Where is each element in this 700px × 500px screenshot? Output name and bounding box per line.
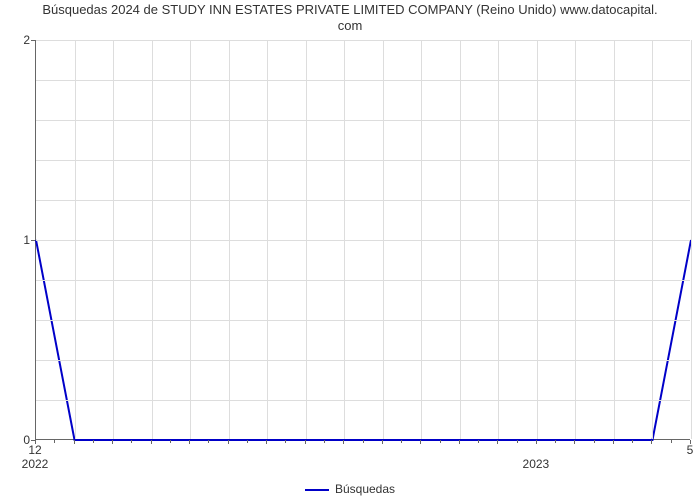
xtick-mark — [343, 440, 344, 444]
xtick-mark — [151, 440, 152, 444]
xtick-mark-minor — [517, 440, 518, 443]
xtick-mark-minor — [324, 440, 325, 443]
gridline-horizontal — [36, 320, 690, 321]
legend-label: Búsquedas — [335, 482, 395, 496]
gridline-horizontal — [36, 280, 690, 281]
ytick-mark — [31, 40, 35, 41]
xtick-mark — [574, 440, 575, 444]
xtick-mark — [189, 440, 190, 444]
gridline-horizontal — [36, 240, 690, 241]
xtick-mark-minor — [93, 440, 94, 443]
xtick-mark-minor — [363, 440, 364, 443]
xtick-mark-minor — [478, 440, 479, 443]
xtick-mark — [382, 440, 383, 444]
xtick-mark — [536, 440, 537, 444]
xtick-mark-minor — [170, 440, 171, 443]
xtick-mark-minor — [632, 440, 633, 443]
xtick-mark — [459, 440, 460, 444]
plot-area — [35, 40, 690, 440]
gridline-horizontal — [36, 120, 690, 121]
legend-swatch — [305, 489, 329, 491]
gridline-horizontal — [36, 360, 690, 361]
xtick-mark — [74, 440, 75, 444]
ytick-mark — [31, 240, 35, 241]
xtick-mark — [266, 440, 267, 444]
xtick-label-month: 12 — [28, 443, 41, 457]
xtick-mark-minor — [594, 440, 595, 443]
xtick-mark — [613, 440, 614, 444]
xtick-label-month: 5 — [687, 443, 694, 457]
xtick-mark-minor — [671, 440, 672, 443]
xtick-mark-minor — [401, 440, 402, 443]
gridline-horizontal — [36, 40, 690, 41]
xtick-mark-minor — [208, 440, 209, 443]
xtick-mark-minor — [285, 440, 286, 443]
xtick-mark-minor — [131, 440, 132, 443]
gridline-horizontal — [36, 80, 690, 81]
gridline-horizontal — [36, 400, 690, 401]
xtick-mark — [420, 440, 421, 444]
xtick-mark-minor — [555, 440, 556, 443]
ytick-label: 1 — [18, 233, 30, 247]
xtick-mark — [305, 440, 306, 444]
xtick-mark-minor — [247, 440, 248, 443]
xtick-mark-minor — [440, 440, 441, 443]
xtick-label-year: 2022 — [22, 457, 49, 471]
series-line — [36, 240, 691, 440]
legend: Búsquedas — [0, 482, 700, 496]
chart-title-line2: com — [338, 18, 363, 33]
xtick-label-year: 2023 — [523, 457, 550, 471]
xtick-mark — [497, 440, 498, 444]
xtick-mark — [112, 440, 113, 444]
gridline-horizontal — [36, 160, 690, 161]
chart-title-line1: Búsquedas 2024 de STUDY INN ESTATES PRIV… — [42, 2, 657, 17]
xtick-mark — [651, 440, 652, 444]
ytick-label: 2 — [18, 33, 30, 47]
xtick-mark-minor — [54, 440, 55, 443]
chart-title: Búsquedas 2024 de STUDY INN ESTATES PRIV… — [0, 2, 700, 35]
gridline-horizontal — [36, 200, 690, 201]
gridline-vertical — [691, 40, 692, 439]
xtick-mark — [228, 440, 229, 444]
